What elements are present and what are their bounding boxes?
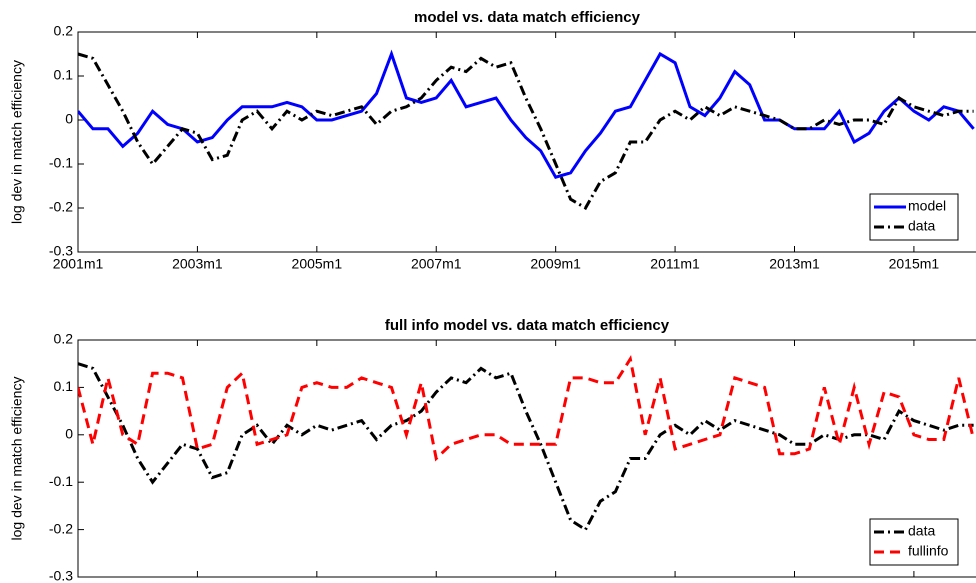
x-tick-label: 2015m1: [889, 256, 940, 272]
y-tick-label: 0.1: [54, 67, 74, 83]
x-tick-label: 2007m1: [411, 581, 462, 583]
subplot: full info model vs. data match efficienc…: [9, 317, 976, 583]
y-axis-label: log dev in match efficiency: [9, 377, 25, 541]
y-tick-label: 0.2: [54, 331, 74, 347]
x-tick-label: 2015m1: [889, 581, 940, 583]
y-tick-label: -0.3: [49, 568, 73, 583]
y-axis-label: log dev in match efficiency: [9, 60, 25, 224]
x-tick-label: 2013m1: [769, 581, 820, 583]
x-tick-label: 2013m1: [769, 256, 820, 272]
x-tick-label: 2009m1: [530, 256, 581, 272]
plot-area: [77, 339, 976, 578]
legend: data fullinfo: [869, 518, 959, 566]
legend-label: fullinfo: [908, 543, 949, 559]
series-line: [78, 49, 975, 179]
legend-label: model: [908, 198, 946, 214]
x-tick-label: 2011m1: [650, 256, 700, 272]
y-tick-label: 0: [65, 111, 73, 127]
x-tick-label: 2001m1: [53, 256, 104, 272]
legend-box: [869, 518, 959, 566]
y-tick-label: -0.2: [49, 199, 73, 215]
chart-title: full info model vs. data match efficienc…: [385, 317, 670, 334]
x-tick-label: 2005m1: [292, 256, 343, 272]
y-tick-label: 0: [65, 426, 73, 442]
y-tick-label: -0.2: [49, 520, 73, 536]
legend-box: [869, 193, 959, 241]
x-tick-label: 2011m1: [650, 581, 700, 583]
series-line: [78, 52, 974, 211]
plot-area: [77, 31, 976, 253]
x-tick-label: 2007m1: [411, 256, 462, 272]
y-tick-label: 0.1: [54, 378, 74, 394]
y-tick-label: -0.1: [49, 473, 73, 489]
legend: model data: [869, 193, 959, 241]
x-tick-label: 2003m1: [172, 256, 223, 272]
legend-label: data: [908, 218, 935, 234]
chart-title: model vs. data match efficiency: [414, 9, 641, 26]
legend-label: data: [908, 523, 935, 539]
y-tick-label: -0.3: [49, 243, 73, 259]
x-tick-label: 2005m1: [292, 581, 343, 583]
x-tick-label: 2009m1: [530, 581, 581, 583]
subplot: model vs. data match efficiency log dev i…: [9, 9, 976, 272]
y-tick-label: 0.2: [54, 23, 74, 39]
x-tick-label: 2003m1: [172, 581, 223, 583]
y-tick-label: -0.1: [49, 155, 73, 171]
series-line: [78, 355, 976, 462]
x-tick-label: 2001m1: [53, 581, 104, 583]
